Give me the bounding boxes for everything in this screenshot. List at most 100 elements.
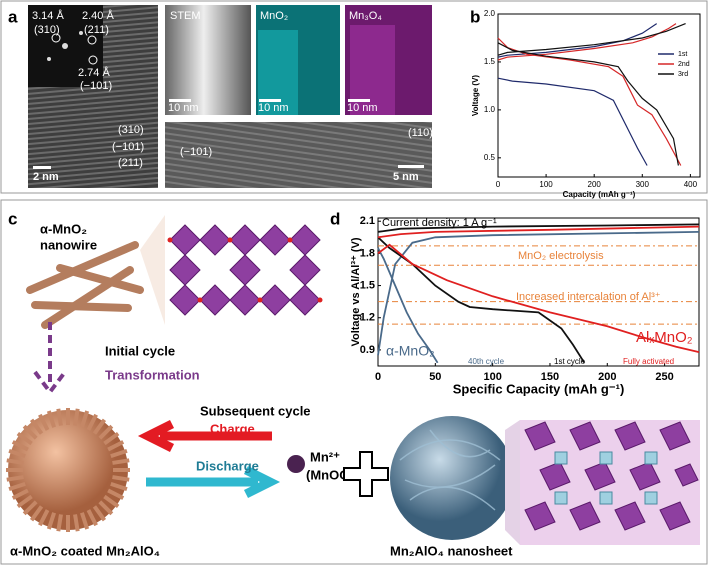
zoom-cone: [505, 420, 520, 545]
caption: α-MnO₂ coated Mn₂AlO₄: [10, 543, 160, 558]
spike: [80, 410, 90, 428]
spike: [56, 408, 63, 426]
spike: [98, 500, 114, 516]
label: Initial cycle: [105, 343, 175, 358]
sheets: [399, 429, 501, 511]
spike: [6, 458, 24, 465]
coated-particle: [8, 410, 128, 530]
y-tick-label: 2.0: [484, 9, 496, 18]
annotation: 40th cycle: [468, 357, 505, 366]
x-tick-label: 200: [598, 371, 616, 383]
label: nanowire: [40, 237, 97, 252]
map-title: Mn₃O₄: [349, 10, 382, 22]
fft-label: (211): [84, 24, 109, 36]
y-tick-label: 0.5: [484, 153, 496, 162]
plot-frame: [497, 13, 701, 178]
x-tick-label: 200: [588, 180, 602, 189]
spike: [11, 440, 29, 452]
x-tick-label: 250: [655, 371, 673, 383]
x-tick-label: 0: [496, 180, 501, 189]
arrow: [137, 419, 272, 453]
x-tick-label: 50: [429, 371, 441, 383]
spike: [92, 418, 107, 435]
scale-label: 10 nm: [258, 102, 289, 114]
fft-label: 3.14 Å: [32, 9, 64, 22]
ion: [287, 455, 305, 473]
fft-label: (310): [34, 24, 60, 36]
spike: [103, 431, 120, 446]
x-tick-label: 0: [375, 371, 381, 383]
x-axis-label: Capacity (mAh g⁻¹): [563, 190, 636, 199]
fft-label: 2.40 Å: [82, 9, 114, 22]
panel-label: d: [330, 209, 340, 228]
spike: [46, 410, 56, 428]
label: Mn²⁺: [310, 449, 340, 464]
fft-spots: [47, 31, 98, 65]
panel-frame: [0, 199, 708, 565]
spike: [110, 448, 128, 458]
x-tick-label: 400: [684, 180, 698, 189]
annotation: 1st cycle: [554, 357, 586, 366]
label: Transformation: [105, 367, 200, 382]
spike: [6, 475, 24, 482]
spike: [29, 418, 44, 435]
spike: [8, 482, 26, 492]
scale-bar: [348, 99, 370, 102]
hrtem-image: [165, 122, 432, 188]
label: Charge: [210, 421, 255, 436]
spike: [16, 494, 33, 509]
spike: [80, 512, 90, 530]
annotation: Increased intercalation of Al³⁺: [516, 291, 661, 303]
spike: [22, 500, 38, 516]
scale-bar: [259, 99, 281, 102]
spike: [107, 440, 125, 452]
annotation: Current density: 1 A g⁻¹: [382, 217, 497, 229]
scale-label: 5 nm: [393, 171, 419, 183]
caption: Mn₂AlO₄ nanosheet: [390, 543, 513, 558]
plane-label: (110): [408, 127, 433, 139]
y-tick-label: 1.5: [484, 57, 496, 66]
crystal-block: [520, 420, 700, 545]
y-tick-label: 1.2: [360, 312, 375, 324]
nanowires: [26, 241, 144, 329]
scale-bar: [33, 166, 51, 169]
map-title: STEM: [170, 10, 201, 22]
scale-label: 10 nm: [347, 102, 378, 114]
spike: [73, 408, 80, 426]
series-line: [377, 231, 700, 364]
oxygen-atoms: [167, 237, 323, 303]
arrow: [33, 322, 67, 396]
nanosheet-sphere: [390, 416, 514, 540]
annotation: AlₓMnO₂: [636, 329, 693, 346]
label: α-MnO₂: [40, 221, 87, 236]
annotation: Fully activated: [623, 357, 674, 366]
plane-label: (−101): [180, 146, 212, 158]
legend-label: 1st: [678, 51, 687, 58]
spike: [86, 413, 98, 431]
legend-label: 3rd: [678, 71, 688, 78]
plot-frame: [377, 217, 700, 367]
scale-bar: [169, 99, 191, 102]
y-tick-label: 0.9: [360, 344, 375, 356]
x-tick-label: 100: [539, 180, 553, 189]
y-axis-label: Voltage (V): [471, 75, 480, 117]
panel-label: a: [8, 7, 18, 26]
y-tick-label: 1.0: [484, 105, 496, 114]
panel-label: b: [470, 7, 480, 26]
panel-frame: [0, 0, 708, 194]
plane-label: (−101): [112, 141, 144, 153]
map-title: MnO₂: [260, 10, 288, 22]
plane-label: (310): [118, 124, 144, 136]
panel-label: c: [8, 209, 17, 228]
spike: [107, 488, 125, 500]
x-axis-label: Specific Capacity (mAh g⁻¹): [453, 381, 625, 396]
spike: [22, 424, 38, 440]
arrow: [146, 465, 281, 499]
x-tick-label: 150: [541, 371, 559, 383]
series-line: [497, 23, 658, 166]
zoom-cone: [140, 215, 165, 325]
scale-label: 2 nm: [33, 171, 59, 183]
annotation: MnO₂ electrolysis: [518, 250, 604, 262]
spike: [110, 482, 128, 492]
spike: [11, 488, 29, 500]
